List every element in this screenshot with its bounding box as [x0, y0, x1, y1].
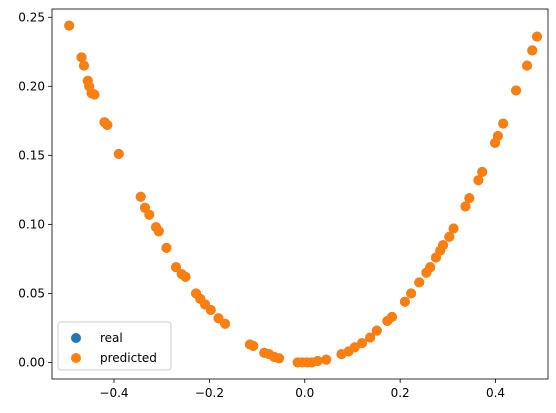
- data-point-predicted: [78, 60, 89, 71]
- data-point-predicted: [473, 175, 484, 186]
- data-point-predicted: [460, 201, 471, 212]
- legend-label-predicted: predicted: [100, 351, 157, 365]
- y-tick-label: 0.05: [18, 286, 45, 300]
- data-point-predicted: [371, 325, 382, 336]
- data-point-predicted: [498, 118, 509, 129]
- data-point-predicted: [477, 166, 488, 177]
- x-tick-label: 0.4: [486, 386, 505, 400]
- data-point-predicted: [89, 89, 100, 100]
- data-point-predicted: [113, 148, 124, 159]
- x-axis: −0.4 −0.2 0.0 0.2 0.4: [99, 379, 505, 400]
- legend-box: [57, 321, 172, 371]
- data-point-predicted: [102, 119, 113, 130]
- axes-frame: [51, 8, 549, 380]
- x-tick-label: −0.2: [195, 386, 224, 400]
- data-point-predicted: [274, 353, 285, 364]
- x-tick-label: 0.2: [391, 386, 410, 400]
- data-point-predicted: [321, 354, 332, 365]
- data-point-predicted: [414, 277, 425, 288]
- y-axis: 0.00 0.05 0.10 0.15 0.20 0.25: [18, 10, 52, 369]
- data-point-predicted: [205, 304, 216, 315]
- x-tick-label: −0.4: [99, 386, 128, 400]
- y-tick-label: 0.25: [18, 10, 45, 24]
- data-point-predicted: [438, 240, 449, 251]
- data-point-predicted: [387, 311, 398, 322]
- data-point-predicted: [532, 31, 543, 42]
- data-point-predicted: [153, 226, 164, 237]
- data-point-predicted: [527, 45, 538, 56]
- x-tick-label: 0.0: [295, 386, 314, 400]
- data-point-predicted: [464, 193, 475, 204]
- data-point-predicted: [312, 356, 323, 367]
- data-point-predicted: [171, 262, 181, 273]
- data-point-predicted: [492, 131, 503, 142]
- data-point-predicted: [135, 191, 146, 202]
- data-point-predicted: [220, 318, 231, 329]
- legend-marker-real: [71, 333, 81, 343]
- legend-marker-predicted: [71, 353, 81, 363]
- points-layer: [64, 20, 543, 368]
- legend: real predicted: [57, 321, 172, 371]
- y-tick-label: 0.10: [18, 217, 45, 231]
- plot-background: [52, 9, 548, 379]
- data-point-predicted: [180, 271, 191, 282]
- data-point-predicted: [399, 296, 410, 307]
- data-point-predicted: [425, 262, 436, 273]
- data-point-predicted: [365, 332, 376, 343]
- data-point-predicted: [144, 209, 155, 220]
- data-point-predicted: [357, 338, 367, 349]
- y-tick-label: 0.15: [18, 148, 45, 162]
- data-point-predicted: [406, 288, 417, 299]
- legend-label-real: real: [100, 331, 123, 345]
- data-point-predicted: [511, 85, 522, 96]
- data-point-predicted: [444, 231, 455, 242]
- series-predicted: [64, 20, 543, 368]
- data-point-predicted: [248, 340, 259, 351]
- y-tick-label: 0.00: [18, 355, 45, 369]
- data-point-predicted: [448, 223, 459, 234]
- data-point-predicted: [522, 60, 533, 71]
- data-point-predicted: [213, 313, 224, 324]
- data-point-predicted: [76, 52, 87, 63]
- data-point-predicted: [161, 242, 172, 253]
- data-point-predicted: [64, 20, 75, 31]
- y-tick-label: 0.20: [18, 79, 45, 93]
